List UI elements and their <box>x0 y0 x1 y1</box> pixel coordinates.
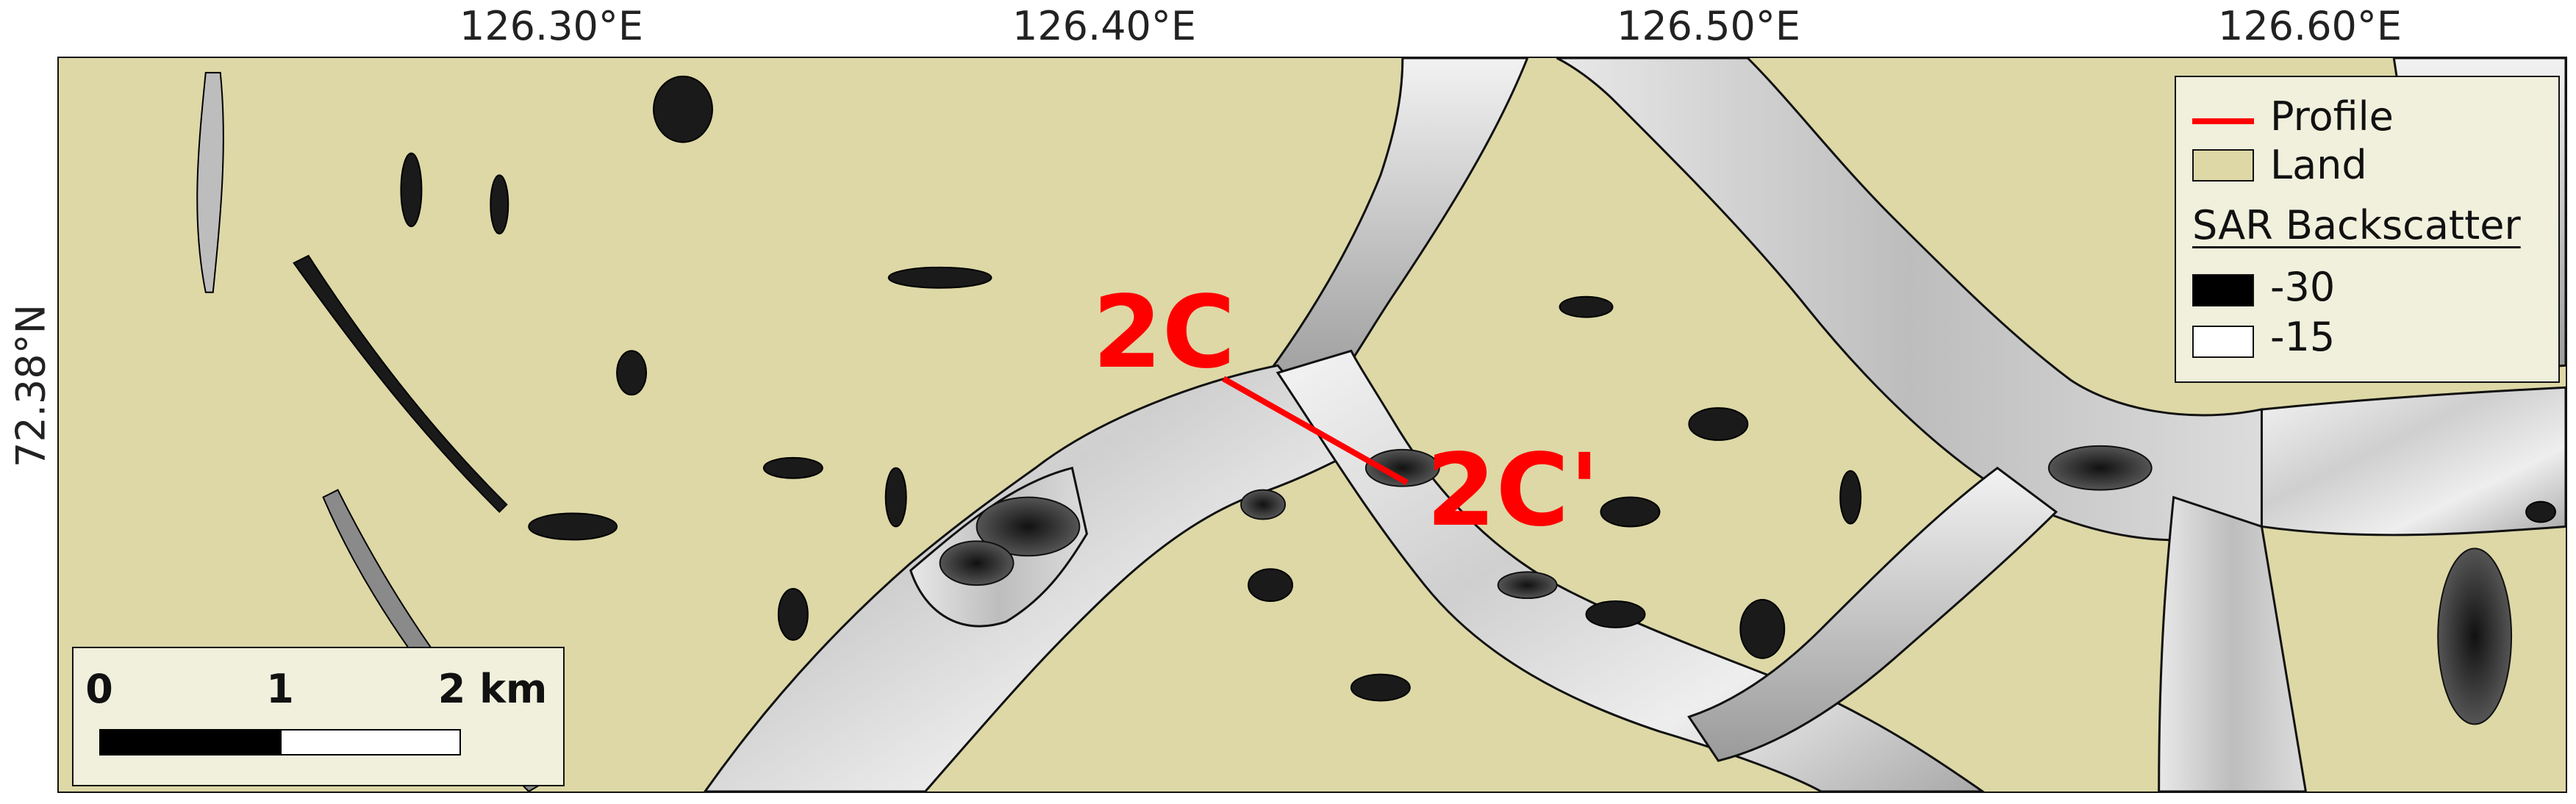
legend-sar-max-swatch <box>2192 326 2254 358</box>
channel-south-outlet <box>2158 495 2307 792</box>
channel-northeast <box>1556 58 2263 542</box>
profile-start-label: 2C <box>1092 275 1236 391</box>
channel-central-connector <box>1687 466 2058 762</box>
legend-profile-label: Profile <box>2270 93 2394 140</box>
longitude-label-126-40: 126.40°E <box>1012 3 1197 49</box>
scale-segment-black <box>99 729 280 755</box>
scale-tick-2: 2 km <box>437 666 548 712</box>
legend-profile-line <box>2192 118 2254 124</box>
scale-outline <box>99 729 461 755</box>
scale-tick-0: 0 <box>85 666 113 712</box>
lakes <box>196 71 2557 792</box>
legend-sar-min-label: -30 <box>2270 264 2336 310</box>
profile-line <box>1222 376 1409 486</box>
legend-sar-max-label: -15 <box>2270 314 2336 360</box>
river-channels <box>704 58 2566 792</box>
longitude-label-126-60: 126.60°E <box>2217 3 2403 49</box>
longitude-label-126-50: 126.50°E <box>1616 3 1801 49</box>
dark-patches <box>939 445 2513 725</box>
profile-end-label: 2C' <box>1426 433 1600 549</box>
longitude-label-126-30: 126.30°E <box>459 3 644 49</box>
legend-sar-header: SAR Backscatter <box>2192 202 2521 248</box>
legend-sar-min-swatch <box>2192 274 2254 306</box>
scale-bar: 0 1 2 km <box>72 647 565 786</box>
legend-land-label: Land <box>2270 142 2367 188</box>
channel-southeast <box>1276 349 1985 792</box>
scale-tick-1: 1 <box>266 666 294 712</box>
latitude-label-72-38: 72.38°N <box>7 304 54 467</box>
legend: Profile Land SAR Backscatter -30 -15 <box>2175 76 2560 383</box>
channel-east <box>2260 386 2566 536</box>
legend-land-swatch <box>2192 149 2254 182</box>
